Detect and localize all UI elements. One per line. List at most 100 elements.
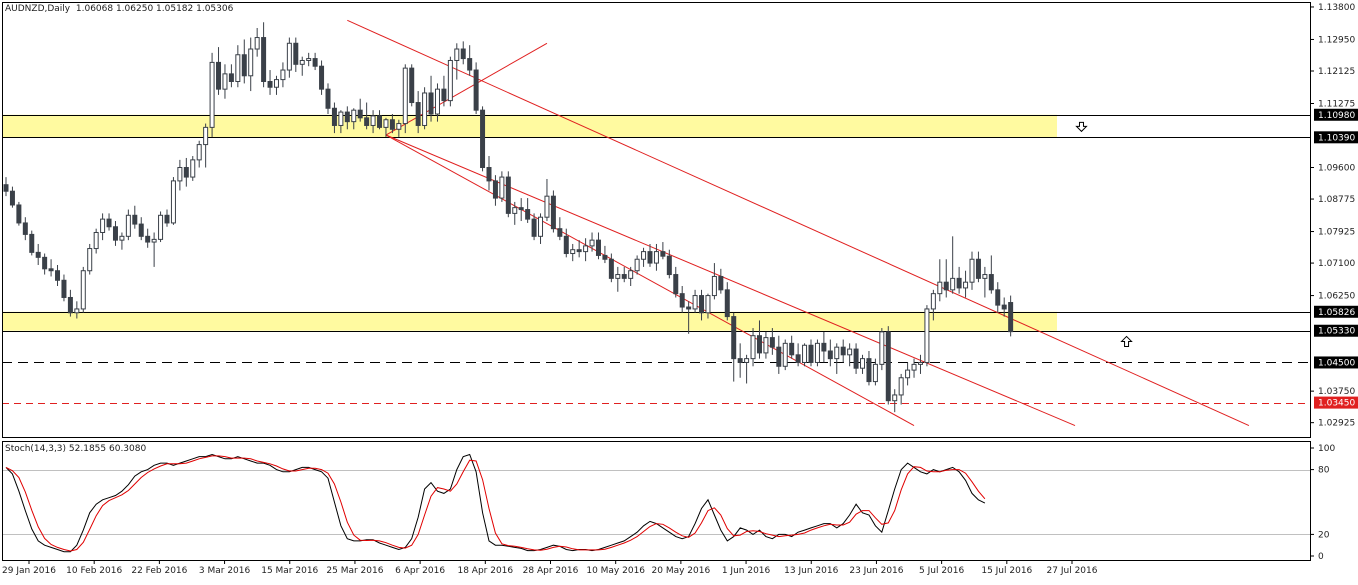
candle-body: [744, 358, 750, 363]
candle: [293, 37, 299, 72]
candle: [203, 123, 209, 168]
candle: [151, 232, 157, 267]
price-tick-label: 1.07925: [1318, 228, 1355, 238]
candle-body: [351, 109, 357, 123]
candle-body: [389, 119, 395, 130]
candle: [724, 282, 730, 321]
candle: [750, 328, 756, 367]
candle-body: [769, 337, 775, 348]
arrow-up-icon: [1120, 335, 1133, 347]
candle-body: [183, 167, 189, 178]
candle: [872, 358, 878, 386]
candle: [454, 43, 460, 80]
candle-body: [203, 126, 209, 146]
candle-body: [42, 256, 48, 270]
candle-body: [447, 59, 453, 102]
candle: [699, 289, 705, 321]
candle: [177, 159, 183, 191]
candle: [35, 243, 41, 265]
candle-body: [190, 159, 196, 178]
date-tick-label: 6 Apr 2016: [395, 566, 445, 576]
chart-header: AUDNZD,Daily 1.06068 1.06250 1.05182 1.0…: [5, 4, 233, 14]
candle: [61, 274, 67, 302]
candle-body: [1008, 302, 1014, 333]
candle-body: [338, 111, 344, 126]
candle-body: [48, 268, 54, 272]
candle: [621, 266, 627, 283]
candle: [892, 389, 898, 413]
stoch-tick-label: 100: [1318, 444, 1335, 454]
candle-body: [589, 239, 595, 247]
candle-body: [177, 167, 183, 182]
candle: [538, 213, 544, 244]
candle-body: [724, 289, 730, 318]
candle: [840, 339, 846, 363]
candle: [1008, 295, 1014, 337]
candle: [647, 243, 653, 267]
support-resistance-zone-1: [2, 311, 1057, 331]
candle-body: [119, 235, 125, 241]
candle: [460, 41, 466, 65]
candle: [802, 343, 808, 367]
candle: [467, 45, 473, 76]
candle-body: [595, 239, 601, 256]
candle-body: [106, 218, 112, 228]
candle-body: [975, 258, 981, 279]
candle: [653, 243, 659, 271]
candle-body: [898, 377, 904, 396]
candle: [583, 238, 589, 262]
candle: [531, 213, 537, 241]
candle-body: [615, 274, 621, 279]
candle-body: [924, 308, 930, 363]
date-tick-label: 27 Jul 2016: [1047, 566, 1098, 576]
candle: [119, 232, 125, 250]
symbol-label: AUDNZD,Daily: [5, 4, 71, 14]
candle: [814, 339, 820, 367]
date-tick-label: 22 Feb 2016: [131, 566, 187, 576]
candle: [995, 282, 1001, 313]
candle: [164, 209, 170, 227]
support-resistance-zone-0: [2, 114, 1057, 138]
candle-body: [383, 119, 389, 128]
candle-body: [731, 316, 737, 360]
candle: [853, 343, 859, 374]
stoch-panel-frame: [2, 441, 1311, 561]
candle-body: [750, 335, 756, 360]
date-tick-label: 18 Apr 2016: [457, 566, 513, 576]
candle-body: [428, 92, 434, 115]
candle: [550, 190, 556, 233]
level-badge-label: 1.10390: [1318, 133, 1355, 143]
candle-body: [396, 123, 402, 130]
level-badge-label: 1.10980: [1318, 111, 1355, 121]
candle-body: [608, 258, 614, 279]
candle-body: [718, 275, 724, 291]
candle: [9, 186, 15, 208]
candle: [634, 255, 640, 275]
candle-body: [782, 342, 788, 367]
candle: [711, 263, 717, 300]
candle: [525, 198, 531, 223]
candle-body: [473, 69, 479, 111]
date-tick-label: 10 Feb 2016: [66, 566, 122, 576]
candle-body: [196, 144, 202, 161]
candle-body: [480, 109, 486, 169]
candle-body: [699, 295, 705, 314]
candle-body: [299, 59, 305, 65]
candle: [241, 39, 247, 84]
candle: [48, 259, 54, 277]
candle: [827, 339, 833, 367]
candle: [602, 245, 608, 264]
candle: [982, 266, 988, 298]
candle: [357, 98, 363, 122]
candle-body: [151, 238, 157, 243]
candle: [795, 343, 801, 367]
candle-body: [525, 209, 531, 220]
candle: [344, 106, 350, 130]
candle: [183, 157, 189, 187]
candle: [782, 339, 788, 371]
date-tick-label: 20 May 2016: [652, 566, 711, 576]
candle: [557, 217, 563, 241]
candle: [267, 70, 273, 95]
candle-body: [370, 115, 376, 126]
